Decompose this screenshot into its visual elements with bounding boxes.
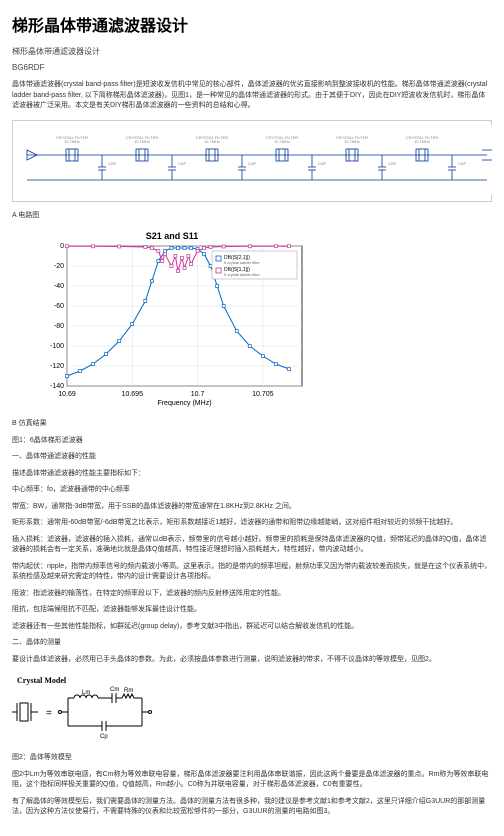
svg-text:S21 and S11: S21 and S11: [146, 231, 199, 241]
page-title: 梯形晶体带通滤波器设计: [12, 12, 492, 36]
p-shape-factor: 矩形系数：通常用-60dB带宽/-6dB带宽之比表示，矩形系数越接近1越好，滤波…: [12, 518, 492, 529]
svg-text:10.7MHz: 10.7MHz: [204, 139, 220, 144]
svg-text:-20: -20: [54, 263, 64, 270]
p-measure-intro: 要设计晶体滤波器，必然用已手头晶体的参数。为此，必须按晶体参数进行测量，说明滤波…: [12, 655, 492, 666]
svg-text:Cp: Cp: [100, 734, 108, 740]
svg-text:CAP: CAP: [318, 161, 327, 166]
section1-title: 一、晶体带通滤波器的性能: [12, 452, 492, 463]
p-center-freq: 中心频率：fo，滤波器通带的中心频率: [12, 485, 492, 496]
svg-text:CAP: CAP: [248, 161, 257, 166]
svg-text:10.69: 10.69: [58, 391, 76, 398]
svg-text:5 crystal ladder filter: 5 crystal ladder filter: [224, 272, 260, 277]
svg-text:10.7MHz: 10.7MHz: [64, 139, 80, 144]
svg-text:Rm: Rm: [124, 688, 133, 694]
p-stopband: 阻波：指滤波器的输落性，在特定的频率段以下，滤波器的频内反射移送阵用定的性能。: [12, 589, 492, 600]
section2-title: 二、晶体的测量: [12, 638, 492, 649]
subtitle: 梯形晶体带通滤波器设计: [12, 46, 492, 57]
author: BG6RDF: [12, 63, 492, 72]
figure1-caption: 图1：6晶体梯形滤波器: [12, 436, 492, 447]
svg-text:Cm: Cm: [110, 687, 119, 693]
svg-text:-140: -140: [50, 383, 64, 390]
svg-text:Crystal Model: Crystal Model: [17, 676, 67, 685]
p-model-desc: 图2中Lm为等效串联电感，有Cm称为等效串联电容量，梯形晶体滤波器要注利用晶体串…: [12, 770, 492, 791]
p-insertion-loss: 插入损耗：滤波器，滤波器的插入损耗，通常以dB表示，频带里的信号越小越好。频带里…: [12, 535, 492, 556]
svg-text:CAP: CAP: [178, 161, 187, 166]
svg-text:10.7MHz: 10.7MHz: [274, 139, 290, 144]
svg-text:-100: -100: [50, 343, 64, 350]
svg-text:CAP: CAP: [108, 161, 117, 166]
s-parameter-chart: S21 and S11 -140 -120 -100 -80 -60 -40 -20 0 10.6…: [32, 228, 312, 410]
svg-text:0: 0: [60, 243, 64, 250]
svg-text:5 crystal ladder filter: 5 crystal ladder filter: [224, 260, 260, 265]
p-impedance: 阻抗，包括端候阻抗不匹配，滤波器能够发挥最佳设计性能。: [12, 605, 492, 616]
svg-text:=: =: [46, 708, 52, 719]
svg-text:10.7MHz: 10.7MHz: [414, 139, 430, 144]
caption-b: B 仿真结果: [12, 418, 492, 428]
intro-paragraph: 晶体带通滤波器(crystal band-pass filter)是短波收发信机…: [12, 80, 492, 112]
p-perf-intro: 描述晶体带通滤波器的性能主要指标如下：: [12, 469, 492, 480]
svg-text:10.7MHz: 10.7MHz: [134, 139, 150, 144]
svg-text:-40: -40: [54, 283, 64, 290]
svg-text:10.7: 10.7: [191, 391, 205, 398]
p-other: 滤波器还有一些其他性能指标，如群延迟(group delay)，参考文献3中指出…: [12, 622, 492, 633]
figure2-caption: 图2：晶体等效模型: [12, 753, 492, 764]
p-bandwidth: 带宽：BW，通常指-3dB带宽，用于SSB的晶体滤波器的带宽通常在1.8KHz到…: [12, 502, 492, 513]
svg-text:10.705: 10.705: [252, 391, 274, 398]
p-ripple: 带内起伏：ripple，指带内频率信号的频内载波小等高。这里表示，指的是带内的频…: [12, 562, 492, 583]
p-measure-method: 有了解晶体的等效模型后，我们需要晶体的测量方法。晶体的测量方法有很多种，我的建议…: [12, 797, 492, 818]
svg-text:-60: -60: [54, 303, 64, 310]
caption-a: A 电路图: [12, 210, 492, 220]
crystal-model-diagram: Crystal Model = Lm Cm Rm Cp: [12, 673, 492, 745]
svg-text:10.7MHz: 10.7MHz: [344, 139, 360, 144]
svg-text:CAP: CAP: [388, 161, 397, 166]
circuit-diagram: CRYSTAL FILTER10.7MHzCAPCRYSTAL FILTER10…: [12, 120, 492, 202]
svg-text:-120: -120: [50, 363, 64, 370]
svg-text:-80: -80: [54, 323, 64, 330]
svg-text:Lm: Lm: [82, 690, 90, 696]
svg-text:10.695: 10.695: [122, 391, 144, 398]
svg-text:Frequency (MHz): Frequency (MHz): [157, 400, 211, 407]
svg-text:CAP: CAP: [458, 161, 467, 166]
